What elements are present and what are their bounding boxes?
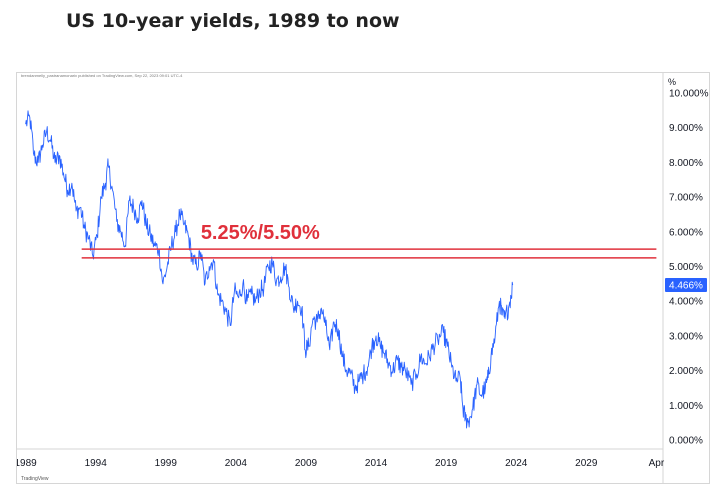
tradingview-logo: TradingView — [21, 476, 49, 482]
y-tick-label: 4.000% — [669, 297, 703, 308]
x-axis: 1989 1994 1999 2004 2009 2014 2019 2024 2029 Apr — [17, 448, 665, 469]
x-tick-label: 1989 — [17, 458, 37, 469]
current-value-badge — [665, 278, 707, 293]
y-axis: % 0.000% 1.000% 2.000% 3.000% 4.000% 5.000% 6.0… — [662, 73, 709, 483]
x-tick-label: 2029 — [575, 458, 598, 469]
attribution-text: brendanmelly_pastranamonarix published o… — [21, 73, 183, 78]
y-tick-label: 2.000% — [669, 366, 703, 377]
y-tick-label: 6.000% — [669, 227, 703, 238]
yield-chart[interactable]: 5.25%/5.50% % 0.000% 1.000% 2.000% 3.000% 4.0… — [17, 73, 709, 483]
y-tick-label: 9.000% — [669, 123, 703, 134]
y-tick-label: 8.000% — [669, 158, 703, 169]
y-tick-label: 5.000% — [669, 262, 703, 273]
current-value-label: 4.466% — [669, 281, 703, 292]
x-tick-label: 2014 — [365, 458, 388, 469]
chart-panel[interactable]: brendanmelly_pastranamonarix published o… — [16, 72, 710, 484]
x-tick-label: 1999 — [155, 458, 178, 469]
y-axis-unit-label: % — [668, 77, 676, 87]
x-tick-label: 2009 — [295, 458, 318, 469]
y-tick-label: 7.000% — [669, 193, 703, 204]
rate-range-annotation: 5.25%/5.50% — [81, 222, 657, 259]
x-tick-label: 1994 — [85, 458, 108, 469]
x-tick-label: Apr — [649, 458, 665, 469]
x-tick-label: 2024 — [505, 458, 528, 469]
x-tick-label: 2004 — [225, 458, 248, 469]
page-title: US 10-year yields, 1989 to now — [66, 10, 400, 32]
y-tick-label: 3.000% — [669, 331, 703, 342]
y-tick-label: 10.000% — [669, 89, 709, 100]
y-tick-label: 1.000% — [669, 401, 703, 412]
y-tick-label: 0.000% — [669, 436, 703, 447]
x-tick-label: 2019 — [435, 458, 458, 469]
yield-line — [25, 110, 514, 429]
annotation-label: 5.25%/5.50% — [201, 222, 320, 244]
yield-series — [25, 110, 514, 429]
